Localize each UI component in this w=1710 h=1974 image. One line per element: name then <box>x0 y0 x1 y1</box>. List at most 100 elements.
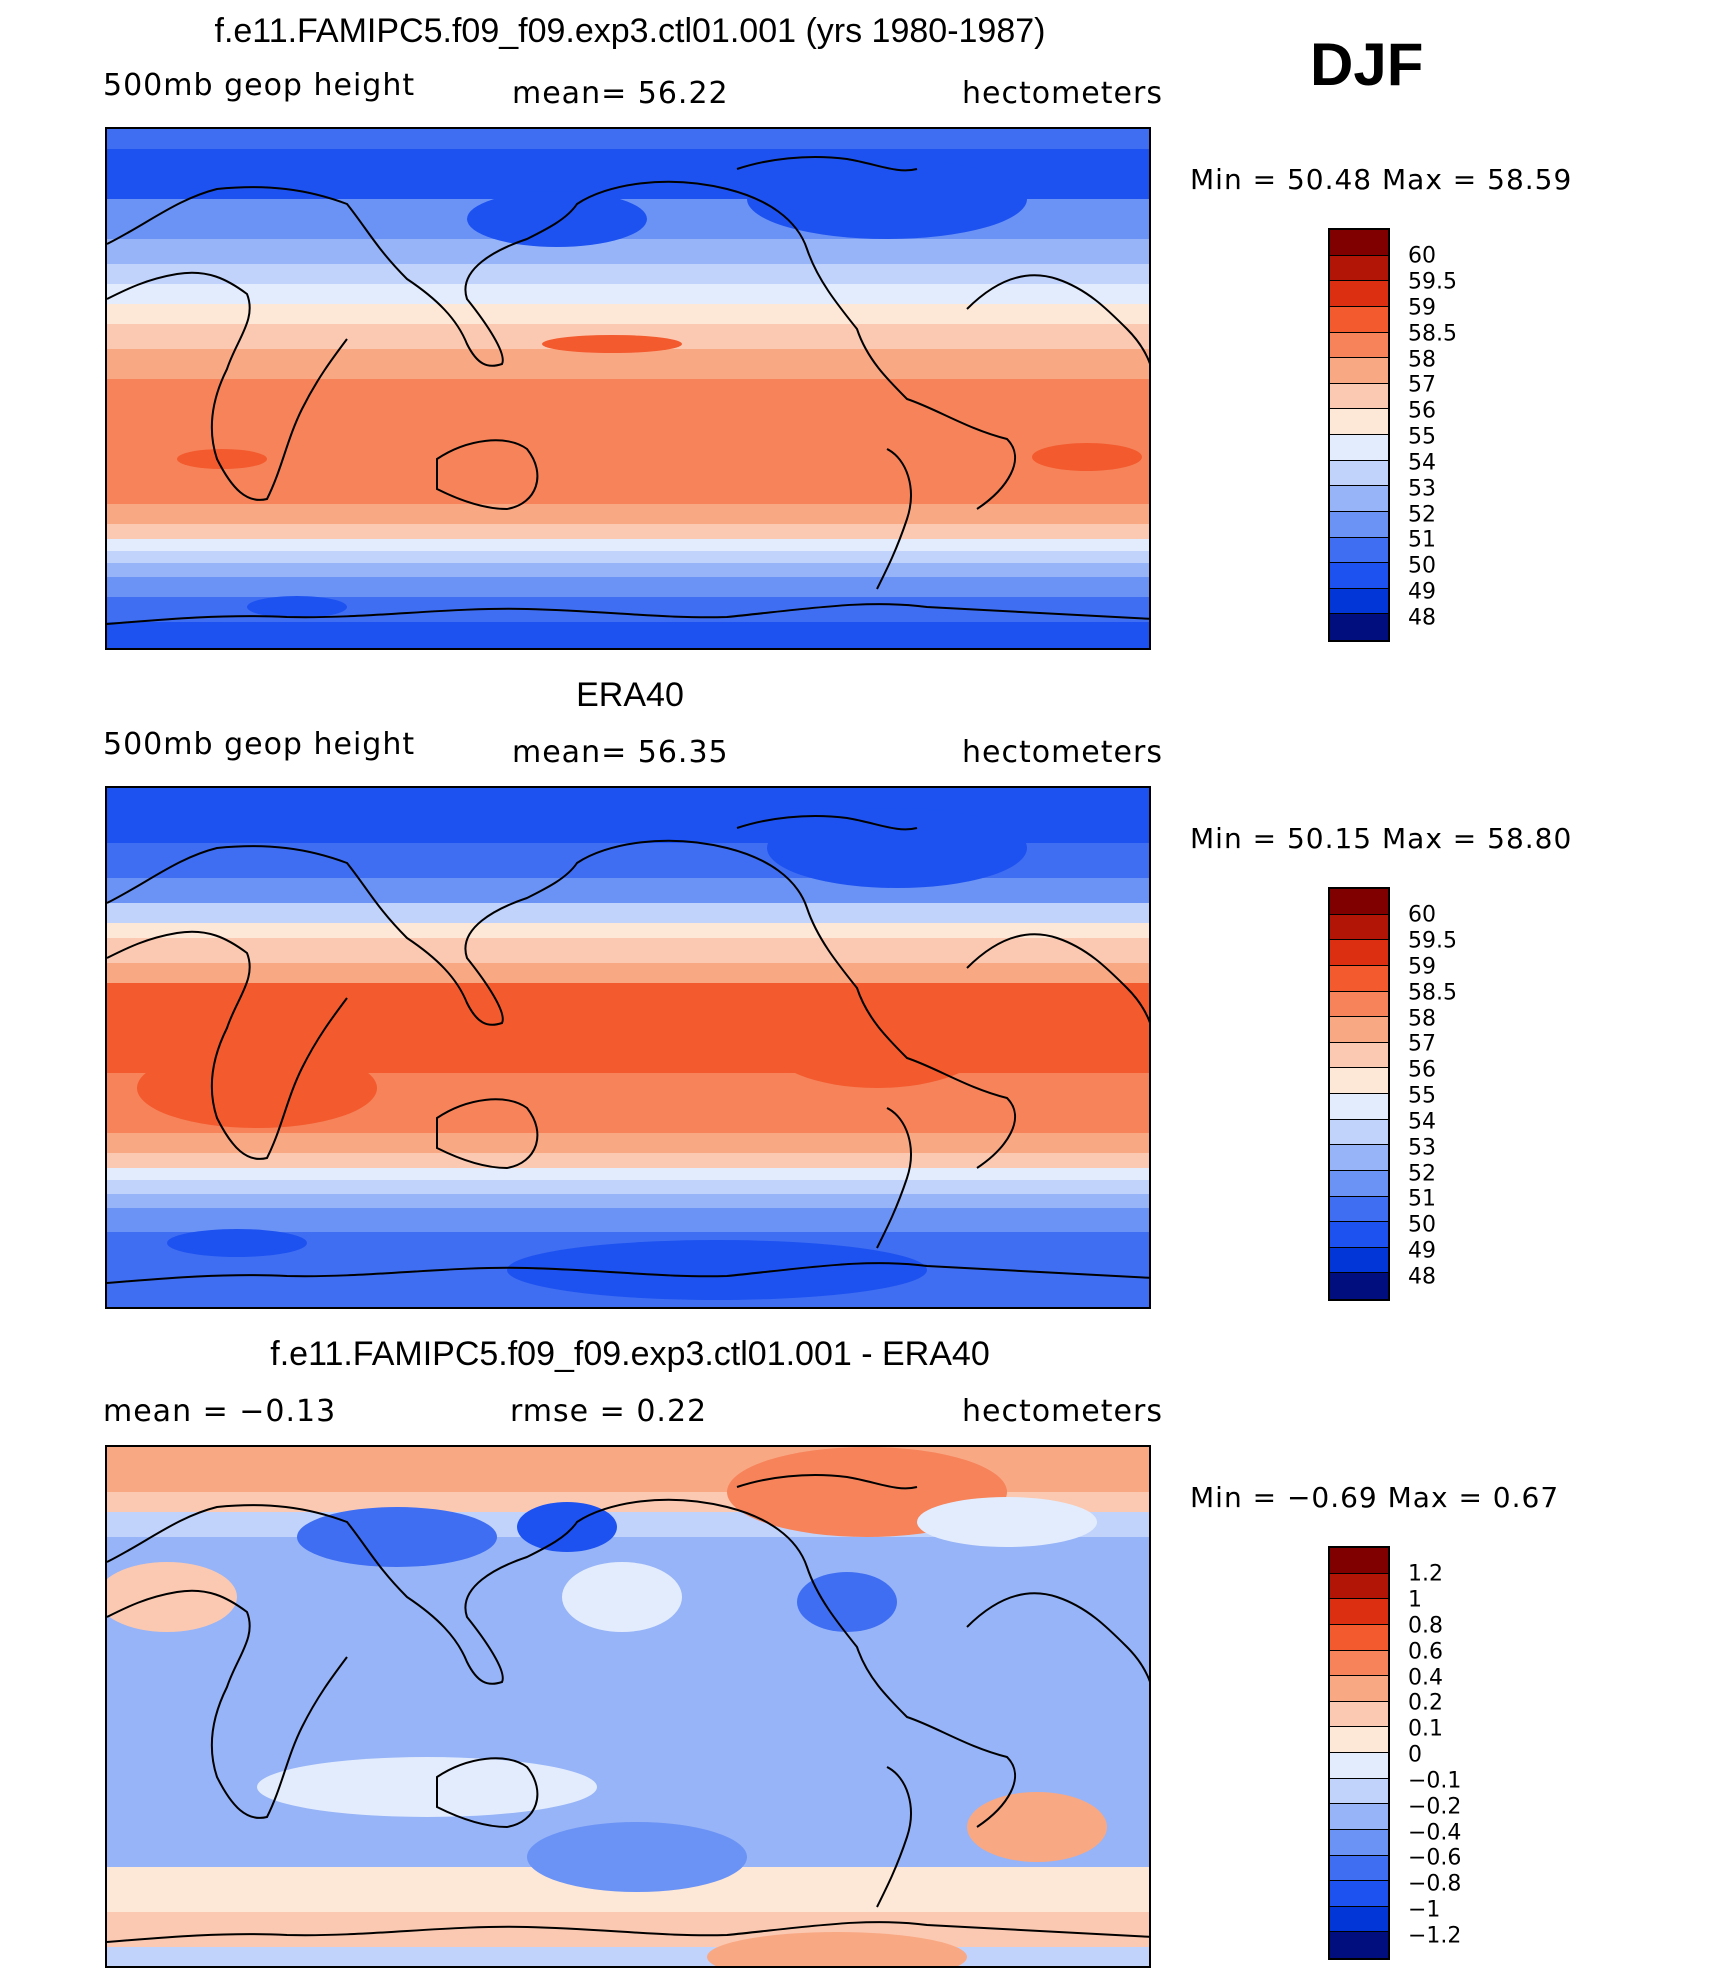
colorbar-swatch <box>1330 1548 1388 1574</box>
colorbar-swatch <box>1330 1042 1388 1069</box>
colorbar-swatch <box>1330 306 1388 333</box>
colorbar-swatch <box>1330 281 1388 307</box>
colorbar-label: −1.2 <box>1408 1923 1462 1949</box>
colorbar-swatch <box>1330 563 1388 589</box>
colorbar-swatch <box>1330 1753 1388 1779</box>
colorbar-swatch <box>1330 1727 1388 1753</box>
colorbar-label: 58.5 <box>1408 321 1457 347</box>
colorbar-label: −0.6 <box>1408 1845 1462 1871</box>
colorbar-swatch <box>1330 914 1388 941</box>
colorbar-label: 58 <box>1408 347 1436 373</box>
colorbar-swatch <box>1330 889 1388 915</box>
colorbar-swatch <box>1330 940 1388 966</box>
colorbar-label: 59 <box>1408 295 1436 321</box>
colorbar-label: 1.2 <box>1408 1561 1443 1587</box>
colorbar-swatch <box>1330 991 1388 1018</box>
colorbar-swatch <box>1330 255 1388 282</box>
panel2-mean-label: mean= 56.35 <box>512 735 729 770</box>
colorbar-label: 48 <box>1408 605 1436 631</box>
colorbar-label: 0.4 <box>1408 1665 1443 1691</box>
colorbar-label: 0 <box>1408 1742 1422 1768</box>
colorbar-swatch <box>1330 409 1388 435</box>
colorbar-label: 59.5 <box>1408 928 1457 954</box>
colorbar-label: 59.5 <box>1408 269 1457 295</box>
colorbar-swatch <box>1330 486 1388 512</box>
colorbar-swatch <box>1330 1094 1388 1120</box>
colorbar-swatch <box>1330 1624 1388 1651</box>
season-label: DJF <box>1310 31 1424 98</box>
panel2-colorbar <box>1328 887 1390 1301</box>
panel3-mean-label: mean = −0.13 <box>103 1394 337 1429</box>
colorbar-label: 54 <box>1408 450 1436 476</box>
colorbar-label: −0.4 <box>1408 1820 1462 1846</box>
panel2-min-max: Min = 50.15 Max = 58.80 <box>1190 822 1573 855</box>
panel2-map <box>105 786 1151 1309</box>
colorbar-swatch <box>1330 1170 1388 1197</box>
colorbar-swatch <box>1330 1017 1388 1043</box>
colorbar-swatch <box>1330 1650 1388 1677</box>
panel1-field-label: 500mb geop height <box>103 68 416 103</box>
colorbar-label: 60 <box>1408 902 1436 928</box>
colorbar-label: 60 <box>1408 243 1436 269</box>
colorbar-swatch <box>1330 358 1388 384</box>
colorbar-label: −0.2 <box>1408 1794 1462 1820</box>
colorbar-label: −1 <box>1408 1897 1441 1923</box>
colorbar-swatch <box>1330 230 1388 256</box>
colorbar-swatch <box>1330 460 1388 487</box>
colorbar-label: 54 <box>1408 1109 1436 1135</box>
panel1-colorbar <box>1328 228 1390 642</box>
panel1-units-label: hectometers <box>962 76 1163 111</box>
colorbar-swatch <box>1330 1881 1388 1907</box>
colorbar-label: −0.1 <box>1408 1768 1462 1794</box>
colorbar-swatch <box>1330 1932 1388 1958</box>
panel3-title: f.e11.FAMIPC5.f09_f09.exp3.ctl01.001 - E… <box>270 1335 990 1373</box>
colorbar-swatch <box>1330 537 1388 564</box>
colorbar-label: 52 <box>1408 502 1436 528</box>
colorbar-swatch <box>1330 1119 1388 1146</box>
colorbar-label: 58.5 <box>1408 980 1457 1006</box>
panel2-map-svg <box>107 788 1149 1307</box>
colorbar-swatch <box>1330 1068 1388 1094</box>
colorbar-label: 0.1 <box>1408 1716 1443 1742</box>
colorbar-swatch <box>1330 511 1388 538</box>
panel3-rmse-label: rmse = 0.22 <box>510 1394 708 1429</box>
colorbar-label: 53 <box>1408 476 1436 502</box>
colorbar-label: 53 <box>1408 1135 1436 1161</box>
colorbar-swatch <box>1330 383 1388 410</box>
colorbar-swatch <box>1330 435 1388 461</box>
panel2-field-label: 500mb geop height <box>103 727 416 762</box>
colorbar-label: 58 <box>1408 1006 1436 1032</box>
colorbar-swatch <box>1330 1196 1388 1223</box>
colorbar-swatch <box>1330 1778 1388 1805</box>
panel3-units-label: hectometers <box>962 1394 1163 1429</box>
colorbar-label: 0.8 <box>1408 1613 1443 1639</box>
colorbar-swatch <box>1330 1273 1388 1299</box>
panel3-map-svg <box>107 1447 1149 1966</box>
colorbar-swatch <box>1330 614 1388 640</box>
colorbar-swatch <box>1330 1804 1388 1830</box>
colorbar-label: 49 <box>1408 1238 1436 1264</box>
colorbar-swatch <box>1330 1906 1388 1933</box>
colorbar-label: 55 <box>1408 424 1436 450</box>
panel1-map <box>105 127 1151 650</box>
panel3-colorbar <box>1328 1546 1390 1960</box>
colorbar-label: 0.2 <box>1408 1690 1443 1716</box>
colorbar-label: 49 <box>1408 579 1436 605</box>
panel1-mean-label: mean= 56.22 <box>512 76 729 111</box>
colorbar-label: 50 <box>1408 1212 1436 1238</box>
colorbar-label: 50 <box>1408 553 1436 579</box>
colorbar-swatch <box>1330 332 1388 359</box>
colorbar-label: 57 <box>1408 372 1436 398</box>
colorbar-swatch <box>1330 1222 1388 1248</box>
panel2-units-label: hectometers <box>962 735 1163 770</box>
colorbar-swatch <box>1330 1573 1388 1600</box>
panel3-min-max: Min = −0.69 Max = 0.67 <box>1190 1481 1560 1514</box>
colorbar-label: 51 <box>1408 527 1436 553</box>
colorbar-label: 51 <box>1408 1186 1436 1212</box>
colorbar-label: −0.8 <box>1408 1871 1462 1897</box>
colorbar-swatch <box>1330 1676 1388 1702</box>
colorbar-label: 56 <box>1408 1057 1436 1083</box>
colorbar-swatch <box>1330 1599 1388 1625</box>
colorbar-swatch <box>1330 1829 1388 1856</box>
colorbar-label: 57 <box>1408 1031 1436 1057</box>
